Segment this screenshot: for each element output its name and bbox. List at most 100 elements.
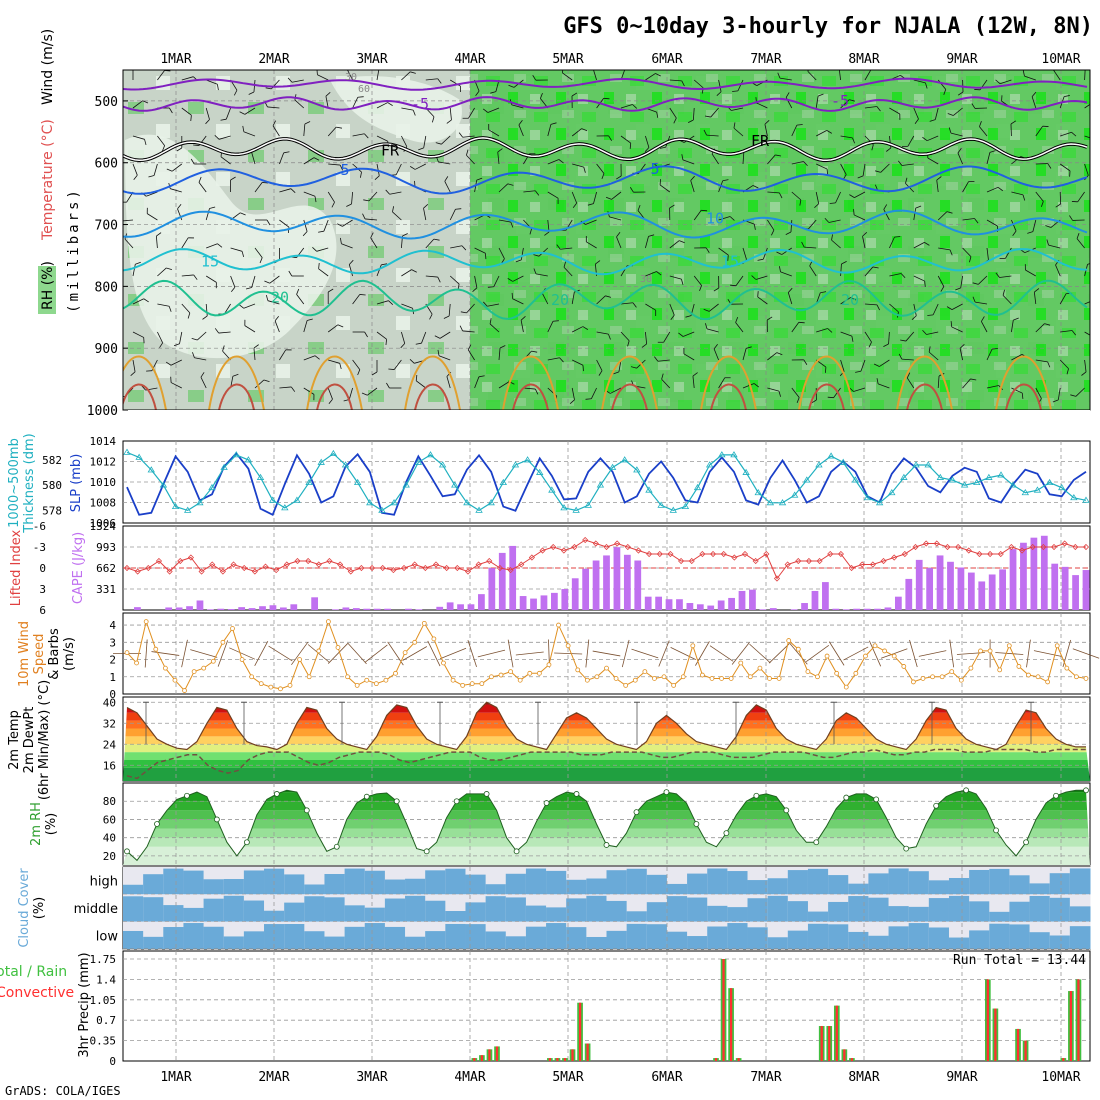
barb-flag [699,285,702,292]
barb-staff [937,211,948,221]
wind-barb [425,275,441,283]
barb-flag [518,119,523,126]
wind-barb [362,213,378,221]
wind-speed-point [584,677,590,683]
barb-staff [401,303,413,309]
lifted-point [773,575,781,582]
barb-staff [267,300,280,305]
barb-flag [874,184,878,191]
barb-flag [550,122,557,125]
thickness-point [851,476,860,483]
thickness-point [900,473,908,480]
wind-speed-point [575,667,581,673]
lifted-point [901,550,908,558]
barb-staff [323,219,329,232]
barb-staff [1011,191,1024,196]
lifted-point [944,543,951,551]
pressure-tick-label: 1000 [87,404,118,419]
barb-staff [547,321,554,333]
wind-barb [767,191,783,199]
barb-staff [571,128,582,137]
barb-flag [1042,125,1049,127]
barb-flag [1010,120,1017,125]
cloud-cover-high [606,870,628,895]
barb-flag [1002,289,1005,296]
wind-barb [669,303,675,321]
barb-staff [1011,320,1014,333]
wind-barb [1035,163,1052,169]
barb-staff [1035,359,1048,363]
barb-flag [999,257,1006,259]
wind-barb [1046,239,1061,249]
wind-barb [265,294,280,305]
wind-barb [1059,163,1071,177]
cape-bar [551,592,558,610]
barb-staff [325,96,329,109]
lifted-point [369,564,376,572]
cape-bar [936,555,944,610]
wind-barb [327,324,344,333]
barb-flag [557,198,559,205]
barb-staff [593,191,597,204]
wind-barb [443,303,451,319]
lifted-point [1008,543,1015,551]
thickness-point [487,499,495,506]
barb-flag [683,347,685,354]
rh-point [273,791,280,797]
barb-flag [553,320,559,322]
barb-flag [876,304,880,311]
barb-flag [245,287,252,290]
wind-speed-point [134,660,139,666]
lifted-point [443,564,450,572]
isotherm-30 [316,383,353,410]
wind-barb [946,303,963,310]
barb-flag [803,161,808,167]
barb-staff [572,326,584,333]
cloud-cover-high [747,880,769,895]
barb-staff [365,218,378,221]
barb-flag [629,187,634,193]
barb-staff [401,71,411,81]
lifted-point [326,557,333,565]
barb-flag [328,398,333,405]
wind-barb [814,191,820,209]
isotherm-25 [896,355,953,410]
barb-staff [645,303,656,311]
barb-staff [279,219,290,228]
wind-barb [947,107,963,116]
barb-flag [705,247,710,253]
barb-staff [949,639,955,668]
barb-flag [511,292,514,299]
axis-label: CAPE (J/kg) [71,532,86,604]
thickness-point [1070,493,1078,501]
barb-staff [596,163,605,174]
lifted-point [859,561,866,568]
barb-staff [1084,163,1089,176]
thickness-point [621,456,629,463]
barb-staff [448,303,451,316]
barb-staff [251,275,256,288]
barb-staff [267,106,280,109]
rh-tick-label: 40 [103,832,116,845]
wind-barb [361,387,378,396]
axis-label-line: 3hr Precip (mm) [77,952,92,1057]
barb-flag [483,301,488,307]
barb-staff [934,107,939,120]
barb-flag [1096,298,1100,304]
barb-staff [807,71,817,81]
wind-barb [376,300,394,305]
barb-staff [365,644,388,663]
cloud-cover-middle [425,900,446,922]
cloud-cover-middle [445,911,466,922]
barb-staff [352,133,365,137]
barb-flag [735,316,739,323]
wind-barb [1033,288,1040,305]
cloud-cover-high [828,875,849,895]
barb-flag [876,106,881,112]
barb-flag [799,199,802,206]
barb-flag [722,179,729,182]
barb-flag [274,315,280,322]
cloud-cover-middle [727,907,749,922]
wind-speed-point [1045,679,1051,685]
barb-flag [900,273,906,279]
